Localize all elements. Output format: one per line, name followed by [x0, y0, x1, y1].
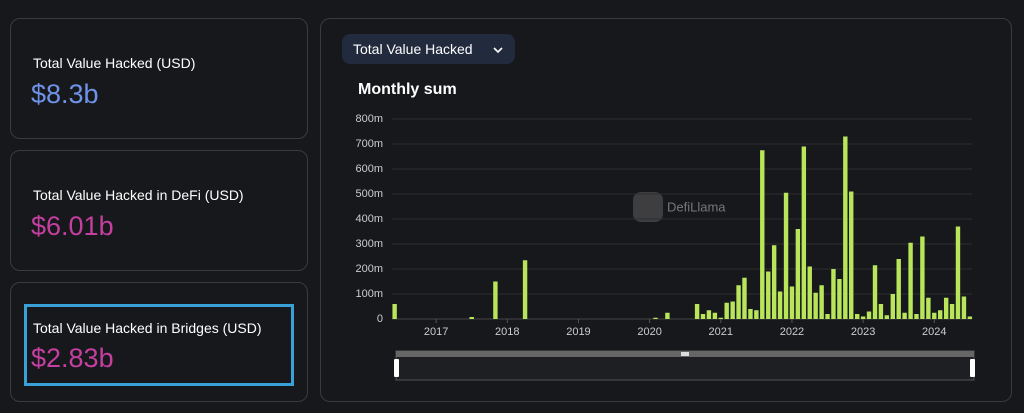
y-tick-label: 0 [377, 313, 383, 325]
stat-value: $2.83b [31, 343, 114, 373]
bar [748, 309, 753, 319]
chevron[interactable] [492, 44, 504, 56]
x-tick-label: 2020 [637, 326, 661, 338]
y-tick-label: 500m [355, 188, 383, 200]
bar [653, 317, 658, 319]
bar [469, 317, 474, 319]
bar [760, 150, 765, 319]
stat-label: Total Value Hacked in Bridges (USD) [33, 320, 262, 336]
bar [522, 260, 528, 319]
bar [789, 286, 795, 319]
y-tick-label: 200m [355, 263, 383, 275]
bar [872, 265, 878, 319]
y-tick-label: 800m [355, 113, 383, 125]
bar [825, 314, 830, 319]
stat-label: Total Value Hacked in DeFi (USD) [33, 187, 244, 203]
bar [955, 226, 961, 319]
bar [801, 146, 807, 319]
watermark: DefiLlama [667, 199, 726, 214]
stat-value: $6.01b [31, 211, 114, 241]
bar [795, 229, 801, 319]
bar [943, 297, 949, 319]
bar [807, 266, 812, 319]
stat-card: Total Value Hacked in DeFi (USD) $6.01b [10, 150, 308, 271]
stat-card: Total Value Hacked (USD) $8.3b [10, 18, 308, 139]
navigator-handle[interactable] [970, 359, 975, 377]
bar [855, 314, 860, 319]
bar [730, 301, 735, 319]
bar [878, 304, 884, 319]
bar [961, 296, 967, 319]
y-tick-label: 700m [355, 138, 383, 150]
x-tick-label: 2018 [495, 326, 519, 338]
stat-value: $8.3b [31, 79, 99, 109]
y-tick-label: 100m [355, 288, 383, 300]
x-tick-label: 2022 [780, 326, 804, 338]
bar [884, 315, 890, 319]
y-tick-label: 300m [355, 238, 383, 250]
bar [493, 281, 498, 319]
bar [706, 310, 712, 319]
bar [771, 245, 777, 319]
bar [932, 312, 937, 319]
chart-panel [320, 18, 1012, 402]
bar [920, 236, 925, 319]
bar [896, 259, 901, 319]
bar [890, 294, 895, 319]
x-tick-label: 2021 [709, 326, 733, 338]
x-tick-label: 2024 [922, 326, 946, 338]
navigator-handle[interactable] [394, 359, 399, 377]
bar [849, 191, 854, 319]
bar [926, 297, 931, 319]
bar [860, 316, 866, 319]
bar [837, 279, 842, 319]
y-tick-label: 400m [355, 213, 383, 225]
bar [712, 312, 718, 319]
bar [742, 277, 747, 319]
bar [694, 304, 700, 319]
y-tick-label: 600m [355, 163, 383, 175]
bar [766, 271, 771, 319]
stat-card: Total Value Hacked in Bridges (USD) $2.8… [10, 282, 308, 402]
bar [665, 312, 670, 319]
watermark-logo [633, 192, 663, 222]
bar [718, 317, 723, 319]
bar [754, 310, 759, 319]
bar [866, 311, 872, 319]
bar [831, 269, 836, 319]
bar [736, 285, 741, 319]
stat-label: Total Value Hacked (USD) [33, 55, 196, 71]
bar [949, 304, 955, 319]
x-tick-label: 2017 [424, 326, 448, 338]
bar [914, 314, 919, 319]
bar [908, 242, 913, 319]
x-tick-label: 2023 [851, 326, 875, 338]
dropdown[interactable]: Total Value Hacked [342, 34, 515, 64]
bar [777, 291, 783, 319]
bar [783, 192, 789, 319]
dropdown-label[interactable]: Total Value Hacked [353, 41, 473, 57]
bar [843, 136, 848, 319]
highlight-box [24, 304, 294, 386]
bar [937, 310, 943, 319]
bar [392, 304, 397, 319]
bar [967, 316, 973, 319]
bar [819, 285, 824, 319]
bar [724, 302, 729, 319]
bar [813, 292, 818, 319]
x-tick-label: 2019 [566, 326, 590, 338]
chart-title: Monthly sum [358, 81, 457, 98]
bar [902, 312, 907, 319]
navigator-grip[interactable] [681, 352, 689, 356]
bar [700, 314, 706, 319]
